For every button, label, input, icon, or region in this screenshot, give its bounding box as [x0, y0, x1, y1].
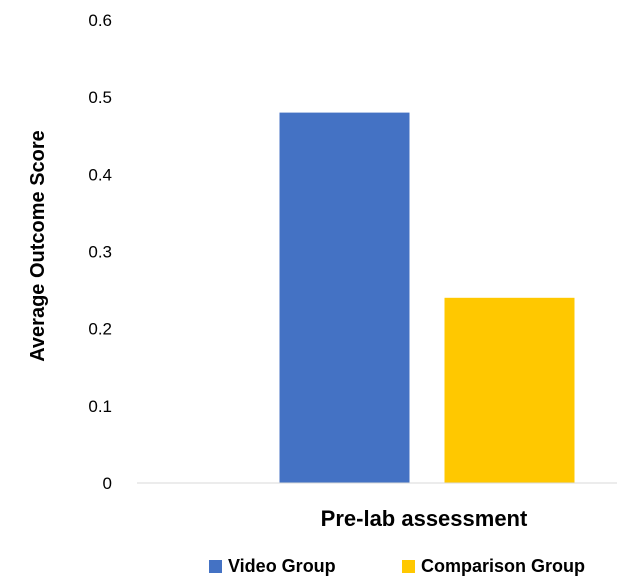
y-axis-title: Average Outcome Score: [27, 130, 49, 362]
legend-swatch: [209, 560, 222, 573]
y-tick-label: 0.5: [88, 88, 112, 107]
y-tick-label: 0.4: [88, 165, 112, 184]
bars: [279, 112, 575, 483]
y-tick-label: 0.2: [88, 320, 112, 339]
bar-comparison-group: [444, 297, 575, 483]
y-tick-label: 0.1: [88, 397, 112, 416]
legend-label: Video Group: [228, 556, 336, 576]
y-tick-label: 0: [103, 474, 112, 493]
y-axis-ticks: 0 0.1 0.2 0.3 0.4 0.5 0.6: [88, 11, 112, 493]
y-tick-label: 0.6: [88, 11, 112, 30]
y-tick-label: 0.3: [88, 243, 112, 262]
legend-label: Comparison Group: [421, 556, 585, 576]
legend-swatch: [402, 560, 415, 573]
x-category-label: Pre-lab assessment: [321, 506, 528, 531]
legend: Video Group Comparison Group: [209, 556, 585, 576]
bar-video-group: [279, 112, 410, 483]
